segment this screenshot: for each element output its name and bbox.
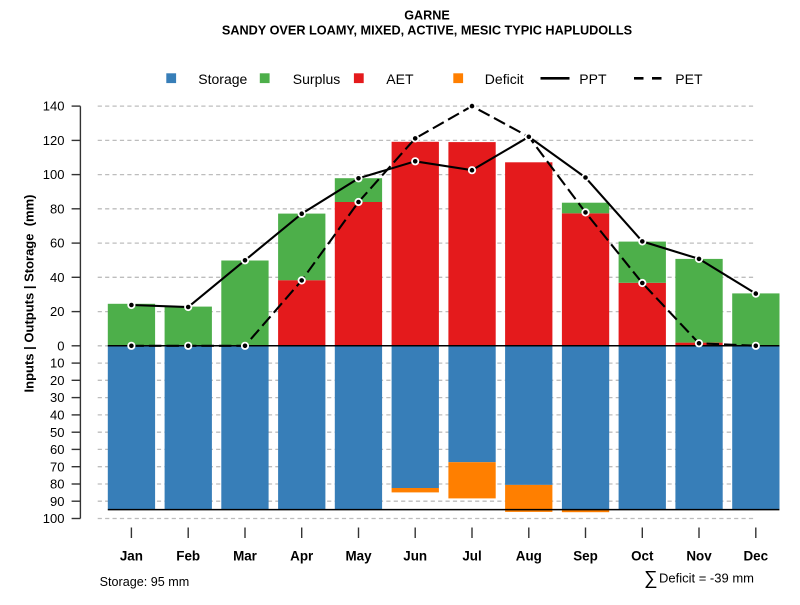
svg-text:60: 60: [50, 442, 64, 457]
svg-text:60: 60: [50, 236, 64, 251]
svg-text:40: 40: [50, 408, 64, 423]
svg-text:Jan: Jan: [120, 549, 143, 564]
svg-text:100: 100: [43, 167, 65, 182]
svg-text:90: 90: [50, 494, 64, 509]
svg-text:Jul: Jul: [462, 549, 481, 564]
svg-text:30: 30: [50, 390, 64, 405]
svg-text:Mar: Mar: [233, 549, 258, 564]
svg-text:Oct: Oct: [631, 549, 654, 564]
svg-text:GARNE: GARNE: [404, 8, 449, 22]
svg-text:80: 80: [50, 201, 64, 216]
svg-text:SANDY OVER LOAMY, MIXED, ACTIV: SANDY OVER LOAMY, MIXED, ACTIVE, MESIC T…: [222, 24, 632, 38]
svg-text:140: 140: [43, 99, 65, 114]
svg-text:10: 10: [50, 356, 64, 371]
svg-text:PPT: PPT: [579, 71, 607, 87]
svg-text:Storage: 95 mm: Storage: 95 mm: [100, 575, 190, 589]
svg-text:80: 80: [50, 477, 64, 492]
svg-text:50: 50: [50, 425, 64, 440]
svg-text:∑: ∑: [644, 568, 658, 589]
svg-text:100: 100: [43, 511, 65, 526]
svg-text:0: 0: [57, 338, 64, 353]
svg-text:Inputs | Outputs | Storage (m: Inputs | Outputs | Storage (mm): [22, 195, 37, 393]
svg-text:May: May: [345, 549, 372, 564]
svg-text:20: 20: [50, 373, 64, 388]
svg-text:Nov: Nov: [686, 549, 712, 564]
svg-text:Deficit: Deficit: [485, 71, 524, 87]
svg-text:PET: PET: [675, 71, 703, 87]
svg-text:Deficit = -39 mm: Deficit = -39 mm: [659, 571, 754, 586]
svg-text:Aug: Aug: [516, 549, 542, 564]
svg-text:Surplus: Surplus: [293, 71, 340, 87]
svg-text:40: 40: [50, 270, 64, 285]
svg-text:70: 70: [50, 459, 64, 474]
svg-text:Feb: Feb: [176, 549, 200, 564]
svg-text:20: 20: [50, 304, 64, 319]
svg-text:120: 120: [43, 133, 65, 148]
svg-text:Storage: Storage: [198, 71, 247, 87]
svg-text:Dec: Dec: [744, 549, 769, 564]
svg-text:Sep: Sep: [573, 549, 598, 564]
svg-text:AET: AET: [386, 71, 414, 87]
svg-text:Jun: Jun: [403, 549, 427, 564]
svg-text:Apr: Apr: [290, 549, 314, 564]
